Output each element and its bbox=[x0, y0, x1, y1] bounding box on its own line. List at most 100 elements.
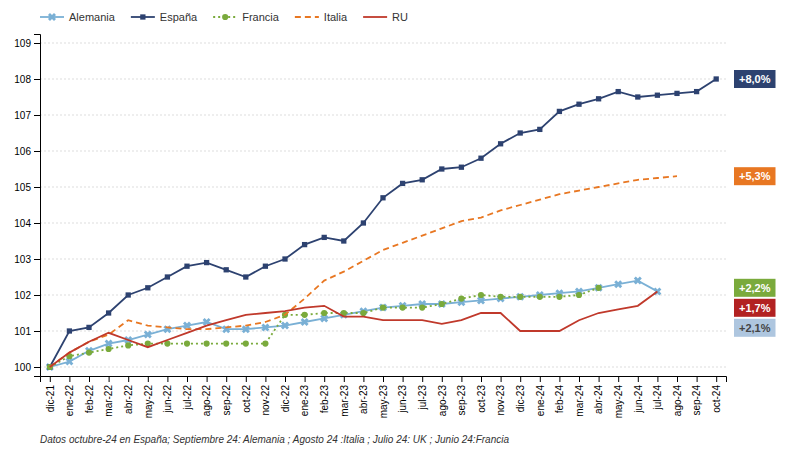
tick: 106 bbox=[14, 146, 40, 157]
tick: jul-22 bbox=[182, 376, 193, 410]
tick-label: sep-22 bbox=[221, 385, 232, 416]
marker bbox=[220, 323, 232, 335]
grid-line bbox=[40, 115, 726, 116]
tick-mark bbox=[34, 151, 40, 152]
tick-mark bbox=[89, 376, 90, 382]
tick: sep-22 bbox=[221, 376, 232, 416]
marker bbox=[439, 301, 445, 307]
tick-label: may-22 bbox=[143, 385, 154, 419]
tick-label: may-23 bbox=[378, 385, 389, 419]
marker bbox=[86, 350, 92, 356]
badge-label: +1,7% bbox=[739, 302, 771, 314]
tick: 103 bbox=[14, 254, 40, 265]
tick: 107 bbox=[14, 110, 40, 121]
tick-label: nov-22 bbox=[260, 385, 271, 416]
tick-label: dic-23 bbox=[515, 385, 526, 413]
tick: abr-22 bbox=[123, 376, 134, 414]
marker bbox=[612, 278, 624, 290]
legend-label: Alemania bbox=[69, 11, 116, 23]
tick-mark bbox=[34, 295, 40, 296]
tick-mark bbox=[265, 376, 266, 382]
tick-mark bbox=[34, 43, 40, 44]
marker bbox=[576, 292, 582, 298]
tick: oct-24 bbox=[711, 376, 722, 413]
marker bbox=[161, 323, 173, 335]
tick-label: 103 bbox=[14, 254, 31, 265]
badge: +2,1% bbox=[734, 319, 776, 337]
tick: dic-21 bbox=[45, 376, 56, 412]
marker bbox=[458, 296, 464, 302]
tick-label: abr-24 bbox=[593, 385, 604, 414]
legend-label: RU bbox=[392, 11, 408, 23]
tick: ene-24 bbox=[535, 376, 546, 416]
axis-line bbox=[41, 377, 727, 383]
tick-label: 106 bbox=[14, 146, 31, 157]
tick-mark bbox=[422, 376, 423, 382]
legend-swatch bbox=[295, 16, 319, 18]
tick-mark bbox=[520, 376, 521, 382]
marker bbox=[243, 341, 249, 347]
tick-mark bbox=[285, 376, 286, 382]
plot: 100101102103104105106107108109dic-21ene-… bbox=[14, 35, 775, 419]
marker bbox=[223, 341, 229, 347]
marker bbox=[184, 341, 190, 347]
tick-mark bbox=[383, 376, 384, 382]
marker bbox=[302, 242, 307, 247]
tick-mark bbox=[442, 376, 443, 382]
tick-mark bbox=[540, 376, 541, 382]
tick-label: 109 bbox=[14, 38, 31, 49]
tick-mark bbox=[109, 376, 110, 382]
marker bbox=[322, 235, 327, 240]
tick-label: mar-24 bbox=[574, 385, 585, 417]
line bbox=[50, 291, 658, 367]
marker bbox=[282, 256, 287, 261]
marker bbox=[714, 76, 719, 81]
tick-label: mar-22 bbox=[103, 385, 114, 417]
marker bbox=[459, 165, 464, 170]
legend-marker bbox=[222, 14, 228, 20]
badge: +1,7% bbox=[734, 299, 776, 317]
tick: dic-23 bbox=[515, 376, 526, 412]
tick-mark bbox=[226, 376, 227, 382]
legend-item: España bbox=[131, 11, 198, 23]
marker bbox=[259, 321, 271, 333]
marker bbox=[537, 294, 543, 300]
tick: jun-23 bbox=[397, 376, 408, 414]
marker bbox=[596, 285, 602, 291]
tick: 109 bbox=[14, 38, 40, 49]
tick-label: nov-23 bbox=[495, 385, 506, 416]
line bbox=[50, 176, 677, 367]
tick-mark bbox=[638, 376, 639, 382]
tick-label: jun-23 bbox=[397, 385, 408, 414]
badge-box bbox=[734, 167, 776, 185]
marker bbox=[360, 310, 366, 316]
x-axis: dic-21ene-22feb-22mar-22abr-22may-22jun-… bbox=[41, 376, 727, 418]
tick-label: ene-22 bbox=[64, 385, 75, 417]
tick: 101 bbox=[14, 326, 40, 337]
legend-item: Francia bbox=[213, 11, 280, 23]
tick-mark bbox=[501, 376, 502, 382]
tick-mark bbox=[344, 376, 345, 382]
marker bbox=[397, 300, 409, 312]
tick-mark bbox=[167, 376, 168, 382]
tick-mark bbox=[618, 376, 619, 382]
marker bbox=[67, 328, 72, 333]
tick: abr-23 bbox=[358, 376, 369, 414]
marker bbox=[635, 94, 640, 99]
tick-mark bbox=[50, 376, 51, 382]
tick-mark bbox=[34, 367, 40, 368]
tick-label: oct-22 bbox=[241, 385, 252, 413]
tick-label: dic-21 bbox=[45, 385, 56, 413]
marker bbox=[557, 109, 562, 114]
marker bbox=[184, 264, 189, 269]
tick-mark bbox=[716, 376, 717, 382]
marker bbox=[674, 91, 679, 96]
tick-mark bbox=[69, 376, 70, 382]
legend-swatch bbox=[363, 16, 387, 18]
marker bbox=[106, 346, 112, 352]
grid-line bbox=[40, 187, 726, 188]
marker bbox=[341, 238, 346, 243]
tick: ene-23 bbox=[299, 376, 310, 416]
tick-mark bbox=[305, 376, 306, 382]
marker bbox=[478, 156, 483, 161]
